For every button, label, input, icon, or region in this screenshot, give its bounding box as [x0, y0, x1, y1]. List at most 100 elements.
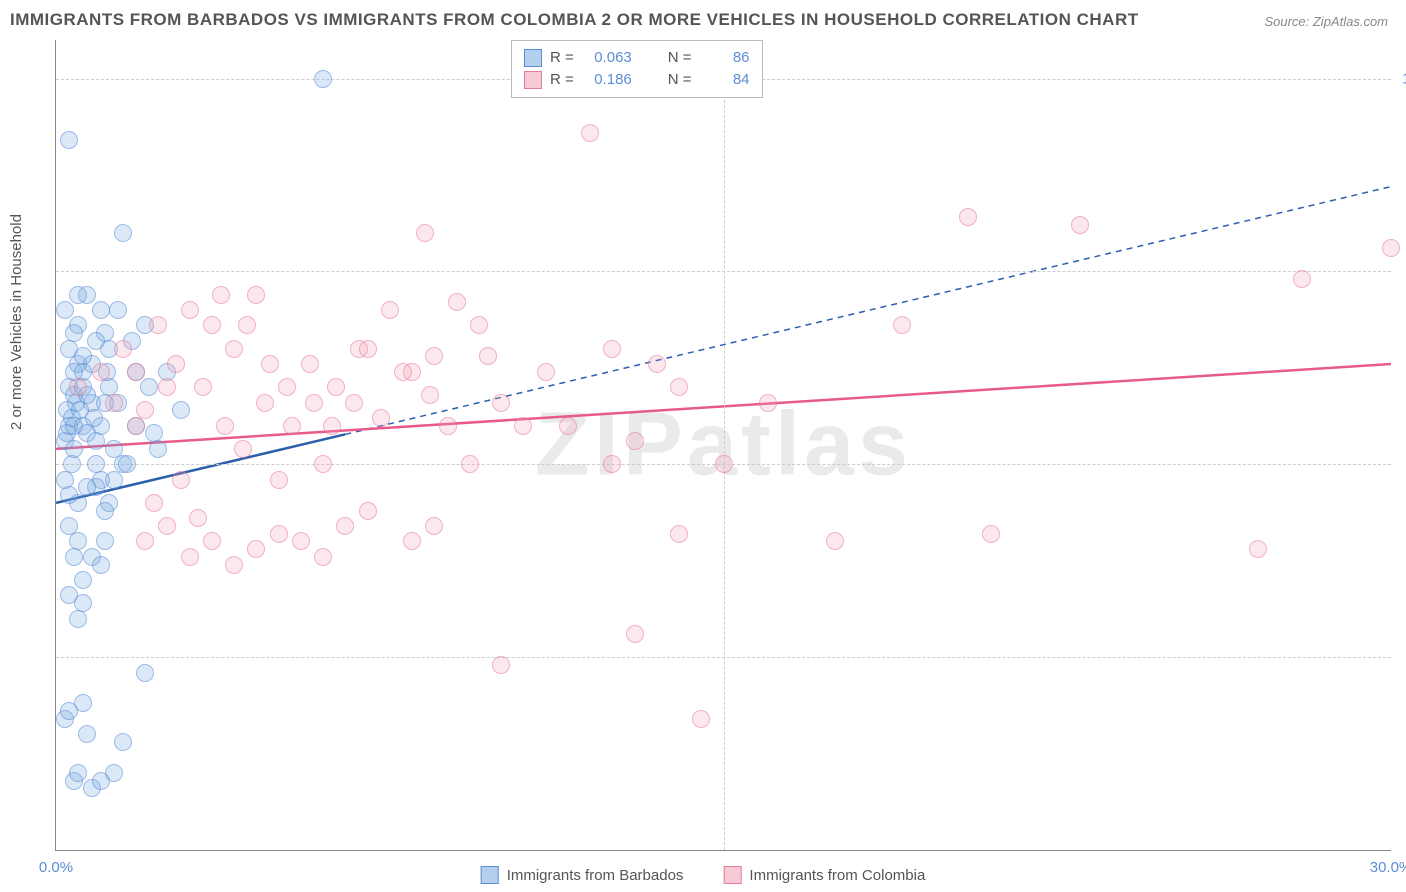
legend-swatch [481, 866, 499, 884]
data-point [140, 378, 158, 396]
data-point [403, 532, 421, 550]
data-point [893, 316, 911, 334]
n-label: N = [668, 69, 692, 91]
data-point [216, 417, 234, 435]
data-point [225, 556, 243, 574]
data-point [292, 532, 310, 550]
r-label: R = [550, 69, 574, 91]
data-point [114, 733, 132, 751]
legend-label: Immigrants from Colombia [749, 867, 925, 884]
data-point [127, 417, 145, 435]
data-point [172, 471, 190, 489]
data-point [181, 548, 199, 566]
legend-swatch [723, 866, 741, 884]
data-point [109, 301, 127, 319]
y-tick-label: 100.0% [1398, 70, 1406, 87]
data-point [69, 378, 87, 396]
data-point [314, 548, 332, 566]
data-point [247, 286, 265, 304]
legend-item: Immigrants from Barbados [481, 866, 684, 884]
y-tick-label: 50.0% [1398, 456, 1406, 473]
data-point [461, 455, 479, 473]
data-point [314, 70, 332, 88]
data-point [283, 417, 301, 435]
data-point [78, 478, 96, 496]
data-point [105, 471, 123, 489]
data-point [65, 417, 83, 435]
data-point [603, 455, 621, 473]
data-point [56, 301, 74, 319]
grid-line-v [724, 40, 725, 850]
data-point [372, 409, 390, 427]
data-point [74, 347, 92, 365]
data-point [158, 378, 176, 396]
data-point [203, 316, 221, 334]
data-point [105, 440, 123, 458]
data-point [234, 440, 252, 458]
data-point [626, 625, 644, 643]
data-point [1382, 239, 1400, 257]
data-point [982, 525, 1000, 543]
n-label: N = [668, 47, 692, 69]
data-point [118, 455, 136, 473]
data-point [336, 517, 354, 535]
data-point [327, 378, 345, 396]
data-point [301, 355, 319, 373]
data-point [959, 208, 977, 226]
data-point [439, 417, 457, 435]
data-point [136, 401, 154, 419]
data-point [626, 432, 644, 450]
data-point [416, 224, 434, 242]
data-point [514, 417, 532, 435]
r-value: 0.186 [582, 69, 632, 91]
data-point [212, 286, 230, 304]
data-point [181, 301, 199, 319]
data-point [114, 224, 132, 242]
data-point [692, 710, 710, 728]
source-label: Source: ZipAtlas.com [1264, 14, 1388, 29]
n-value: 84 [700, 69, 750, 91]
data-point [381, 301, 399, 319]
data-point [261, 355, 279, 373]
data-point [448, 293, 466, 311]
data-point [247, 540, 265, 558]
legend-swatch [524, 49, 542, 67]
data-point [826, 532, 844, 550]
data-point [87, 432, 105, 450]
data-point [225, 340, 243, 358]
data-point [1071, 216, 1089, 234]
legend-item: Immigrants from Colombia [723, 866, 925, 884]
data-point [425, 517, 443, 535]
data-point [92, 301, 110, 319]
data-point [149, 440, 167, 458]
legend-label: Immigrants from Barbados [507, 867, 684, 884]
data-point [149, 316, 167, 334]
r-label: R = [550, 47, 574, 69]
data-point [92, 556, 110, 574]
data-point [203, 532, 221, 550]
data-point [345, 394, 363, 412]
data-point [74, 694, 92, 712]
data-point [65, 324, 83, 342]
data-point [314, 455, 332, 473]
data-point [670, 378, 688, 396]
data-point [270, 471, 288, 489]
data-point [648, 355, 666, 373]
data-point [127, 363, 145, 381]
data-point [394, 363, 412, 381]
data-point [60, 486, 78, 504]
chart-title: IMMIGRANTS FROM BARBADOS VS IMMIGRANTS F… [10, 10, 1139, 30]
n-value: 86 [700, 47, 750, 69]
data-point [421, 386, 439, 404]
data-point [603, 340, 621, 358]
data-point [759, 394, 777, 412]
data-point [85, 409, 103, 427]
data-point [65, 548, 83, 566]
data-point [537, 363, 555, 381]
data-point [145, 494, 163, 512]
data-point [492, 656, 510, 674]
data-point [670, 525, 688, 543]
data-point [78, 725, 96, 743]
data-point [74, 571, 92, 589]
data-point [256, 394, 274, 412]
